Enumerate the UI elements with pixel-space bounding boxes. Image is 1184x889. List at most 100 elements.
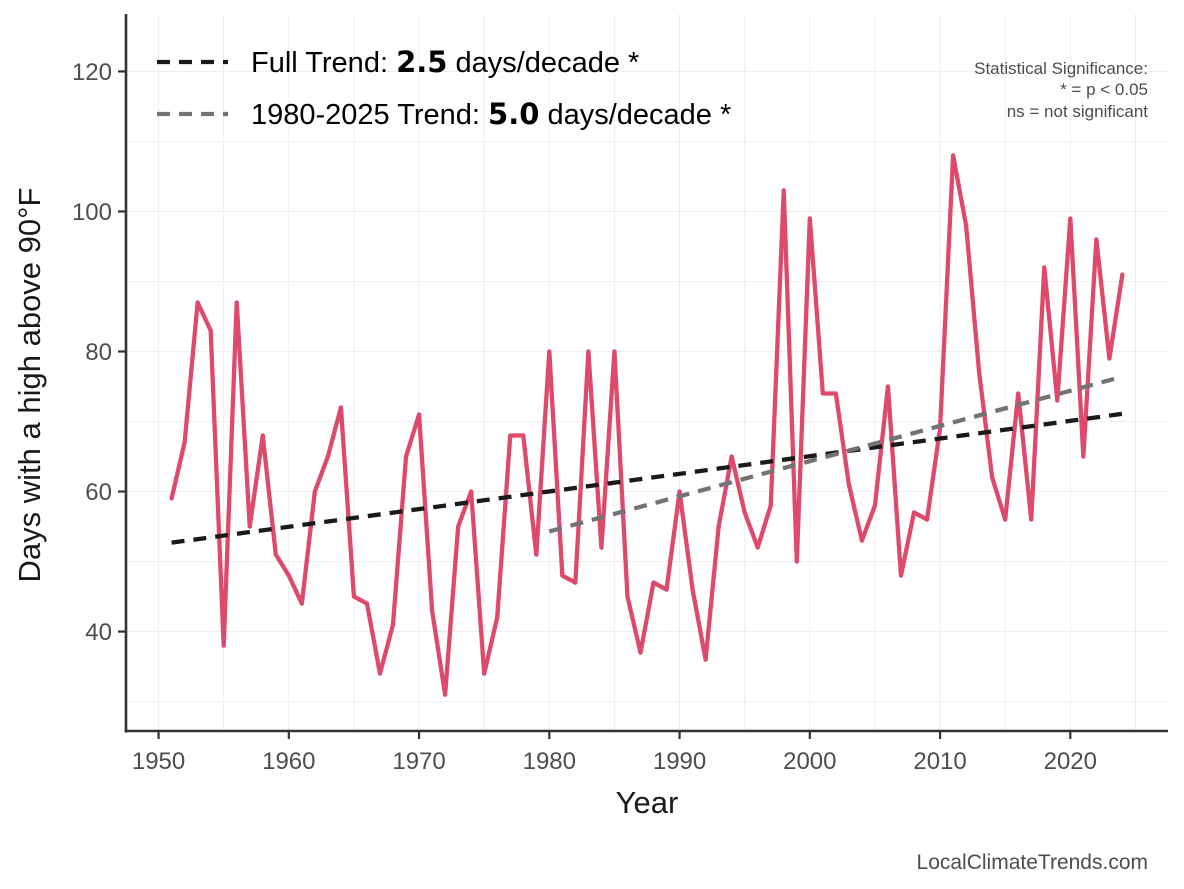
- data-point: [703, 657, 708, 662]
- data-point: [443, 692, 448, 697]
- data-point: [469, 489, 474, 494]
- data-point: [846, 482, 851, 487]
- data-point: [1068, 216, 1073, 221]
- data-point: [859, 538, 865, 543]
- data-point: [833, 391, 838, 396]
- data-point: [495, 615, 500, 620]
- data-point: [390, 622, 396, 627]
- data-point: [338, 405, 344, 410]
- data-point: [911, 510, 917, 515]
- data-point: [612, 349, 617, 354]
- y-tick-label: 100: [72, 199, 112, 226]
- x-tick-label: 1950: [132, 748, 185, 775]
- data-point: [573, 580, 578, 585]
- note-line-3: ns = not significant: [1007, 102, 1149, 121]
- x-tick-label: 1990: [653, 748, 706, 775]
- legend-value-full-trend: 2.5: [396, 45, 447, 79]
- data-point: [638, 650, 643, 655]
- data-point: [885, 384, 891, 389]
- data-point: [482, 671, 487, 676]
- data-point: [521, 433, 526, 438]
- data-point: [312, 489, 317, 494]
- data-point: [416, 412, 422, 417]
- data-point: [1016, 391, 1021, 396]
- y-tick-label: 80: [85, 339, 112, 366]
- data-point: [742, 510, 747, 515]
- data-point: [221, 643, 226, 648]
- data-layer: [169, 153, 1125, 697]
- trend-line-full: [171, 411, 1123, 545]
- data-point: [260, 433, 265, 438]
- data-point: [1120, 272, 1125, 277]
- data-point: [456, 524, 461, 529]
- legend-label-full-trend: Full Trend: 2.5 days/decade *: [251, 45, 639, 79]
- data-point: [781, 188, 786, 193]
- data-point: [651, 580, 656, 585]
- note-line-1: Statistical Significance:: [974, 59, 1148, 78]
- data-point: [1003, 517, 1008, 522]
- source-credit: LocalClimateTrends.com: [917, 851, 1148, 874]
- data-point: [807, 216, 812, 221]
- y-axis-title: Days with a high above 90°F: [12, 188, 47, 583]
- data-point: [898, 573, 904, 578]
- data-point: [716, 524, 721, 529]
- legend-suffix-full-trend: days/decade *: [447, 47, 639, 79]
- data-point: [508, 433, 513, 438]
- data-point: [1081, 454, 1086, 459]
- x-tick-label: 2000: [783, 748, 836, 775]
- legend-value-1980-2025-trend: 5.0: [488, 97, 539, 131]
- y-tick-label: 60: [85, 479, 112, 506]
- data-point: [1055, 398, 1060, 403]
- data-point: [377, 671, 383, 676]
- data-point: [690, 587, 695, 592]
- data-point: [729, 454, 734, 459]
- data-point: [560, 573, 565, 578]
- x-tick-label: 1980: [523, 748, 576, 775]
- data-point: [273, 552, 278, 557]
- x-axis-title: Year: [616, 785, 679, 820]
- tick-labels: 1950 1960 1970 1980 1990 2000 2010 2020 40 60 80 10…: [72, 59, 1097, 775]
- legend-prefix-full-trend: Full Trend:: [251, 47, 396, 79]
- data-point: [977, 370, 982, 375]
- data-point: [964, 223, 969, 228]
- y-tick-label: 120: [72, 59, 112, 86]
- data-point: [1094, 237, 1099, 242]
- data-point: [547, 349, 552, 354]
- data-point: [1029, 517, 1034, 522]
- trend-line-1980-2025: [548, 374, 1123, 534]
- data-point: [990, 475, 995, 480]
- data-point: [872, 503, 878, 508]
- axes: [118, 14, 1168, 739]
- data-point: [169, 496, 174, 501]
- legend-suffix-1980-2025-trend: days/decade *: [539, 99, 731, 131]
- data-point: [1042, 265, 1047, 270]
- grid-lines: [126, 14, 1168, 731]
- data-point: [234, 300, 239, 305]
- data-point: [195, 300, 200, 305]
- data-point: [534, 552, 539, 557]
- note-line-2: * = p < 0.05: [1060, 80, 1148, 99]
- data-point: [351, 594, 357, 599]
- legend-prefix-1980-2025-trend: 1980-2025 Trend:: [251, 99, 488, 131]
- series-line-days-above-90f: [169, 153, 1125, 697]
- data-point: [599, 545, 604, 550]
- data-point: [299, 601, 304, 606]
- data-point: [755, 545, 760, 550]
- legend: Full Trend: 2.5 days/decade * 1980-2025 …: [157, 45, 731, 131]
- data-point: [208, 328, 213, 333]
- data-point: [625, 594, 630, 599]
- data-point: [403, 454, 409, 459]
- data-point: [247, 524, 252, 529]
- x-tick-label: 2010: [913, 748, 966, 775]
- x-tick-label: 2020: [1044, 748, 1097, 775]
- data-point: [586, 349, 591, 354]
- x-tick-label: 1960: [262, 748, 315, 775]
- data-point: [664, 587, 669, 592]
- data-point: [677, 489, 682, 494]
- x-tick-label: 1970: [392, 748, 445, 775]
- data-point: [1107, 356, 1112, 361]
- data-point: [768, 503, 773, 508]
- data-point: [820, 391, 825, 396]
- data-point: [950, 153, 956, 158]
